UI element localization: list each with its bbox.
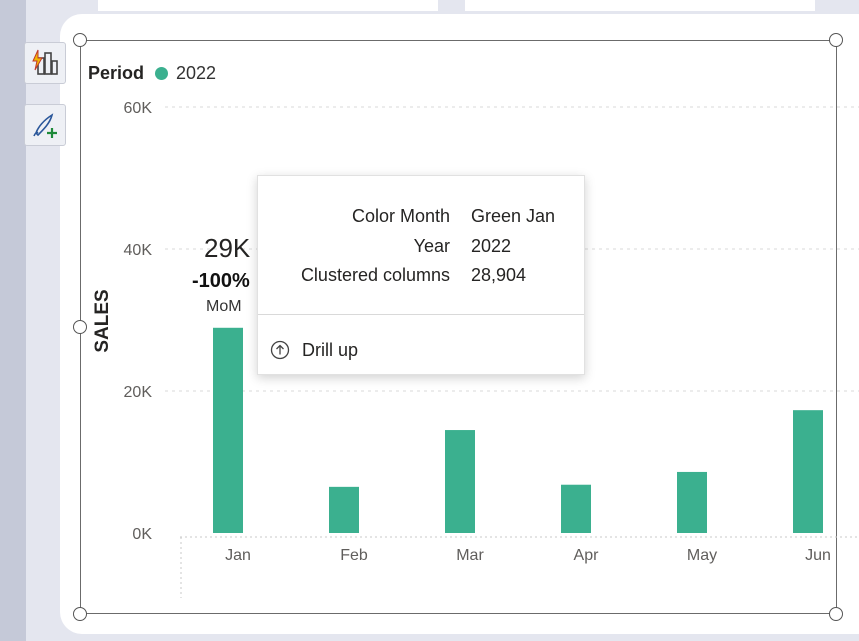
y-tick-label: 20K (124, 384, 153, 401)
drill-up-button[interactable]: Drill up (270, 338, 358, 362)
x-tick-label: Feb (340, 547, 368, 564)
tooltip-row: Clustered columns 28,904 (258, 265, 584, 289)
resize-handle-bottom-left[interactable] (73, 607, 87, 621)
data-label-change: -100% (192, 270, 250, 292)
data-label-period: MoM (206, 298, 242, 315)
legend-marker (155, 66, 169, 80)
y-axis-title: SALES (92, 289, 113, 352)
tooltip-row: Color Month Green Jan (258, 206, 584, 230)
bar-chart-lightning-icon (32, 49, 58, 75)
legend-title: Period (88, 62, 145, 83)
tooltip-key: Clustered columns (300, 265, 450, 285)
bar-jun[interactable] (793, 410, 823, 533)
bar-may[interactable] (677, 471, 707, 533)
legend-label[interactable]: 2022 (176, 62, 217, 83)
tooltip-row: Year 2022 (258, 236, 584, 260)
tooltip-key: Year (413, 236, 450, 256)
resize-handle-bottom-right[interactable] (829, 607, 843, 621)
bar-jan[interactable] (213, 327, 243, 533)
x-tick-label: Jan (225, 547, 251, 564)
bar-mar[interactable] (445, 430, 475, 533)
resize-handle-top-right[interactable] (829, 33, 843, 47)
background-visual-tile (98, 0, 438, 11)
arrow-up-circle-icon (270, 340, 290, 360)
x-tick-label: Apr (574, 547, 600, 564)
format-visual-button[interactable] (24, 104, 66, 146)
tooltip-key: Color Month (351, 206, 450, 226)
resize-handle-top-left[interactable] (73, 33, 87, 47)
tooltip-value: Green Jan (471, 206, 556, 226)
resize-handle-left[interactable] (73, 320, 87, 334)
x-tick-label: Jun (805, 547, 831, 564)
x-tick-label: Mar (456, 547, 484, 564)
tooltip-divider (258, 314, 584, 315)
data-label-value: 29K (204, 233, 251, 263)
left-pane-edge (0, 0, 26, 641)
bar-feb[interactable] (329, 486, 359, 533)
paintbrush-plus-icon (33, 113, 57, 138)
background-visual-tile (465, 0, 815, 11)
data-tooltip: Color Month Green Jan Year 2022 Clustere… (257, 175, 585, 375)
y-tick-label: 40K (124, 242, 153, 259)
tooltip-value: 28,904 (471, 265, 527, 285)
y-tick-label: 0K (132, 526, 152, 543)
quick-insights-button[interactable] (24, 42, 66, 84)
bar-apr[interactable] (561, 484, 591, 533)
tooltip-value: 2022 (471, 236, 512, 256)
y-tick-label: 60K (124, 100, 153, 117)
x-tick-label: May (687, 547, 717, 564)
chart-legend[interactable]: Period 2022 (88, 62, 216, 84)
drill-up-label: Drill up (302, 339, 359, 360)
